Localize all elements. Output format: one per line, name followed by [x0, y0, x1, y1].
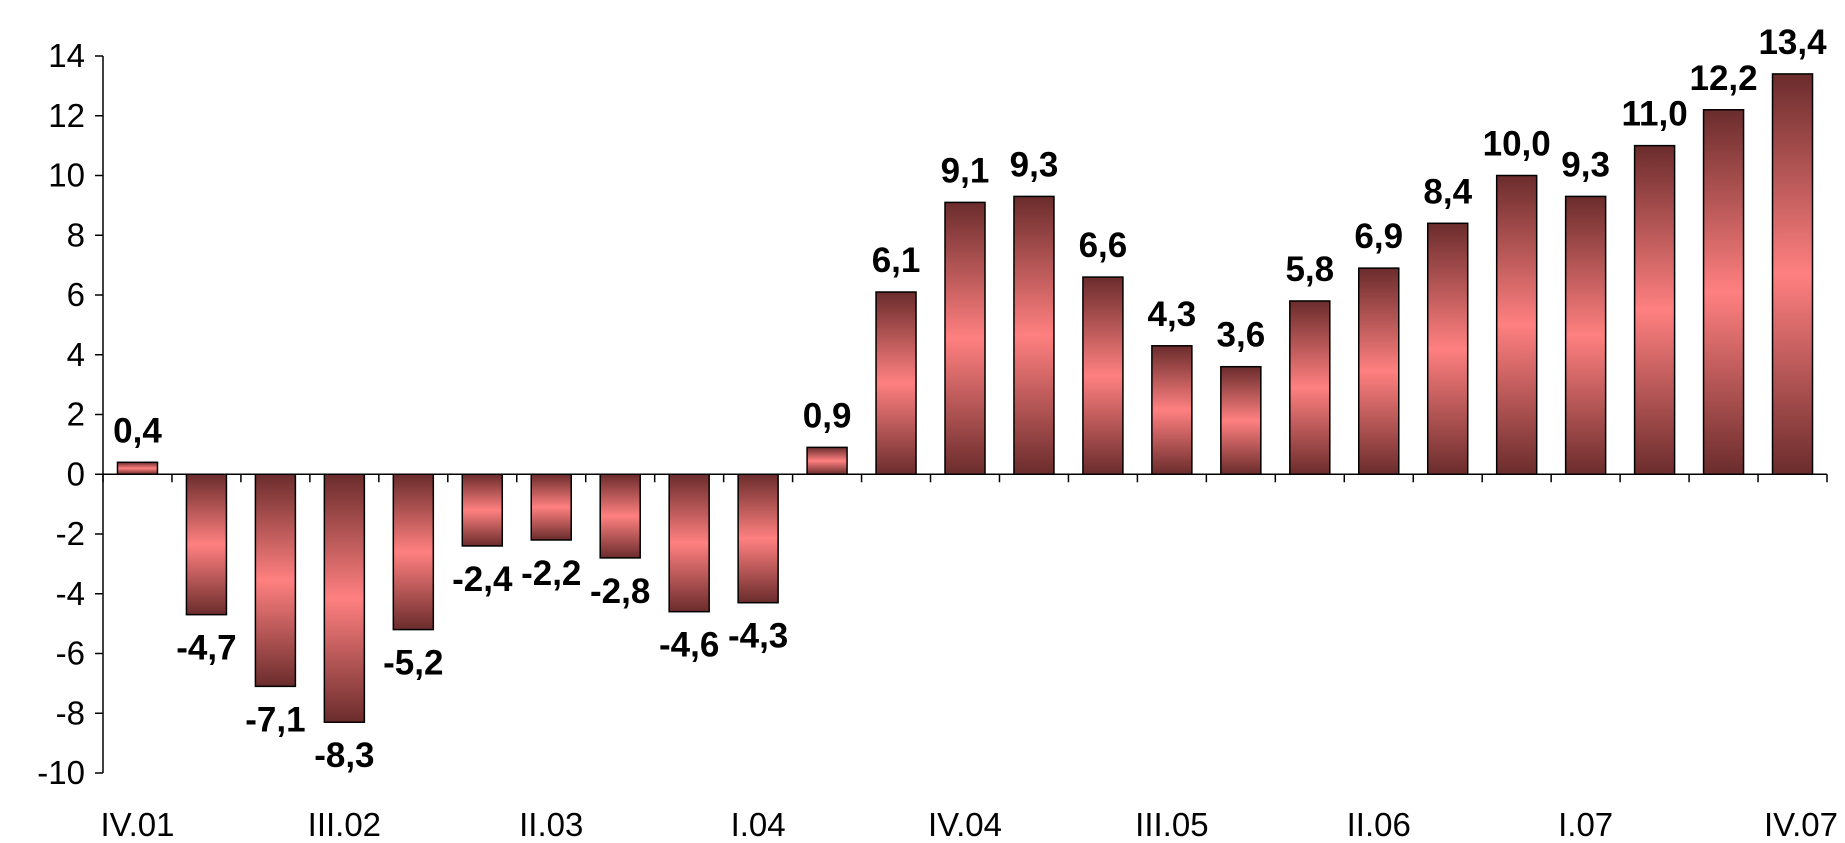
bar-III.06: [1426, 222, 1469, 475]
bar-IV.04: [944, 201, 986, 475]
data-label: 11,0: [1621, 95, 1687, 134]
data-label: 6,1: [872, 241, 921, 280]
x-tick-label: I.04: [731, 806, 786, 843]
data-label: 4,3: [1148, 295, 1197, 334]
data-label: 13,4: [1758, 23, 1827, 62]
data-labels: 0,4 -4,7-7,1-8,3 -5,2 -2,4 -2,2 -2,8-4,6 -4,3 0…: [113, 23, 1827, 775]
y-tick-label: 10: [48, 157, 85, 194]
data-label: -2,2: [521, 554, 581, 593]
bar-IV.02: [392, 473, 435, 631]
bar-III.04: [875, 291, 917, 476]
bar-IV.01: [116, 461, 159, 475]
bar-IV.05: [1220, 365, 1262, 476]
bar-III.05: [1151, 345, 1193, 475]
data-label: 6,6: [1079, 226, 1128, 265]
x-tick-label: IV.01: [100, 806, 174, 843]
y-tick-label: 2: [67, 396, 85, 433]
bar-II.02: [254, 473, 297, 688]
x-tick-labels: IV.01 III.02 II.03 I.04 IV.04 III.05 II.06 I.07…: [100, 806, 1838, 843]
y-tick-label: -4: [56, 575, 85, 612]
bar-III.02: [323, 473, 366, 723]
bar-I.05: [1013, 195, 1055, 475]
y-tick-label: 0: [67, 455, 85, 492]
bars: [116, 73, 1814, 723]
data-label: 0,4: [113, 411, 162, 450]
bar-I.03: [461, 473, 504, 547]
bar-IV.03: [668, 473, 710, 613]
x-tick-label: II.03: [519, 806, 583, 843]
x-tick-label: IV.04: [928, 806, 1002, 843]
data-label: 3,6: [1217, 316, 1266, 355]
data-label: -8,3: [314, 736, 374, 775]
data-label: -2,8: [590, 572, 650, 611]
data-label: -7,1: [245, 700, 305, 739]
y-tick-label: 8: [67, 216, 85, 253]
data-label: 9,1: [941, 151, 990, 190]
data-label: 8,4: [1423, 172, 1472, 211]
data-label: 10,0: [1483, 125, 1551, 164]
x-tick-label: II.06: [1347, 806, 1411, 843]
y-tick-label: 6: [67, 276, 85, 313]
data-label: 0,9: [803, 396, 852, 435]
data-label: 5,8: [1285, 250, 1334, 289]
bar-III.07: [1702, 109, 1745, 476]
bar-II.03: [530, 473, 572, 541]
data-label: 12,2: [1689, 59, 1757, 98]
y-axis: 14 12 10 8 6 4 2 0 -2 -4 -6 -8 -10: [37, 37, 104, 791]
bar-IV.07: [1771, 73, 1814, 476]
x-tick-label: IV.07: [1764, 806, 1838, 843]
data-label: 6,9: [1354, 217, 1403, 256]
data-label: 9,3: [1010, 145, 1059, 184]
y-tick-label: 14: [48, 37, 85, 74]
x-tick-label: III.05: [1135, 806, 1208, 843]
bar-I.07: [1564, 195, 1607, 475]
bar-I.04: [737, 473, 779, 604]
data-label: 9,3: [1561, 145, 1610, 184]
bar-II.07: [1633, 144, 1676, 475]
bar-IV.06: [1495, 174, 1538, 475]
y-tick-label: -6: [56, 635, 85, 672]
y-tick-label: -2: [56, 515, 85, 552]
data-label: -4,7: [176, 629, 236, 668]
bar-II.05: [1082, 276, 1124, 476]
y-tick-label: 4: [67, 336, 85, 373]
data-label: -2,4: [452, 560, 513, 599]
data-label: -4,3: [728, 617, 788, 656]
bar-III.03: [599, 473, 641, 559]
x-tick-label: I.07: [1558, 806, 1613, 843]
bar-II.06: [1358, 267, 1400, 475]
data-label: -4,6: [659, 626, 719, 665]
bar-I.02: [185, 473, 228, 616]
y-tick-label: -10: [37, 754, 85, 791]
x-tick-label: III.02: [308, 806, 381, 843]
data-label: -5,2: [383, 644, 443, 683]
y-tick-label: -8: [56, 694, 85, 731]
bar-I.06: [1289, 300, 1331, 475]
bar-II.04: [806, 446, 848, 475]
y-tick-label: 12: [48, 97, 85, 134]
